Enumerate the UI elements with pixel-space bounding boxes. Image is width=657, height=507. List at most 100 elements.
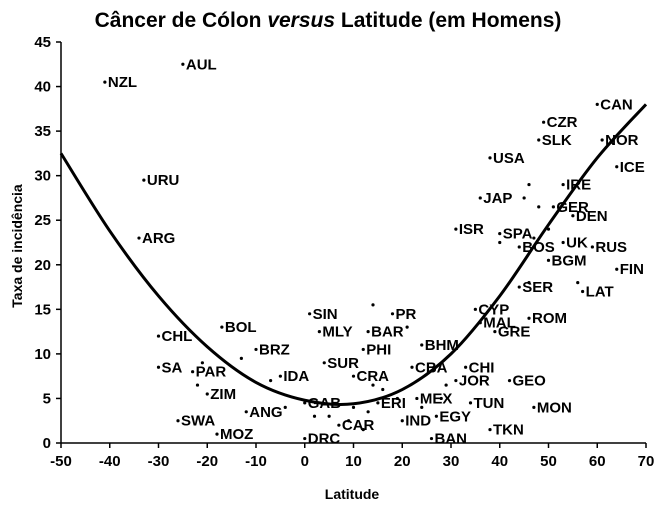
data-point — [488, 428, 492, 432]
data-point — [283, 405, 287, 409]
data-point — [561, 182, 565, 187]
data-point-label: BHM — [425, 337, 459, 354]
data-point-label: NOR — [605, 132, 639, 149]
data-point — [317, 330, 321, 334]
data-point-label: IND — [405, 413, 431, 430]
data-point — [615, 165, 619, 169]
data-point-label: SWA — [181, 413, 215, 430]
data-point-label: ARG — [142, 230, 175, 247]
data-point — [517, 285, 521, 289]
data-point — [156, 334, 161, 338]
data-point-label: BRZ — [259, 341, 290, 358]
data-point — [142, 178, 146, 182]
x-tick-label: 30 — [443, 453, 460, 470]
data-point — [376, 401, 380, 405]
data-point-label: ROM — [532, 310, 567, 327]
data-point-label: RUS — [595, 239, 627, 256]
data-point — [493, 330, 497, 334]
data-point-label: BOL — [225, 319, 257, 336]
data-point-label: JOR — [459, 373, 490, 390]
data-point — [278, 374, 282, 378]
data-point — [361, 428, 365, 432]
data-point — [103, 80, 107, 84]
data-point — [327, 414, 331, 418]
data-point-label: IRE — [566, 177, 591, 194]
data-point-label: BAR — [371, 324, 404, 341]
x-tick-label: -20 — [196, 453, 218, 470]
data-point — [527, 281, 531, 285]
data-point-label: DEN — [576, 208, 608, 225]
data-point-label: MON — [537, 399, 572, 416]
data-point — [590, 245, 594, 249]
x-axis-ticks: -50 -40 -30 -20 -10 0 10 20 30 40 50 60 70 — [50, 443, 654, 470]
y-tick-label: 5 — [43, 390, 51, 407]
data-point — [176, 419, 180, 423]
data-point — [381, 387, 385, 392]
data-point-label: GER — [556, 199, 589, 216]
data-point — [595, 102, 599, 106]
data-point — [195, 383, 200, 387]
data-point — [517, 245, 521, 249]
data-point-label: PHI — [366, 341, 391, 358]
data-point — [351, 405, 356, 409]
data-point-label: BGM — [552, 252, 587, 269]
data-point-label: GAB — [308, 395, 342, 412]
data-point-label: MEX — [420, 390, 453, 407]
data-point-label: IDA — [283, 368, 309, 385]
data-point — [546, 227, 551, 231]
chart-title-part: versus — [267, 9, 335, 32]
data-point-label: ICE — [620, 159, 645, 176]
data-point — [215, 432, 219, 436]
data-point — [507, 379, 512, 383]
x-axis-label: Latitude — [325, 486, 380, 502]
data-point-label: CYP — [478, 301, 509, 318]
data-point-label: JAP — [483, 190, 512, 207]
data-point — [444, 383, 448, 387]
data-point — [191, 370, 195, 374]
y-tick-label: 25 — [34, 212, 51, 229]
data-point-label: ISR — [459, 221, 484, 238]
data-point — [537, 138, 541, 142]
data-point-label: AUL — [186, 56, 217, 73]
y-tick-label: 40 — [34, 79, 51, 96]
y-tick-label: 20 — [34, 257, 51, 274]
x-tick-label: 40 — [491, 453, 508, 470]
data-point-label: DRC — [308, 431, 341, 448]
data-point-label: CBA — [415, 359, 448, 376]
data-point-label: TUN — [474, 395, 505, 412]
y-tick-label: 10 — [34, 346, 51, 363]
data-point — [156, 365, 161, 369]
x-tick-label: -30 — [148, 453, 170, 470]
data-point — [390, 312, 395, 316]
data-point — [420, 343, 424, 347]
data-point-label: BAN — [435, 431, 468, 448]
trend-curve — [59, 103, 648, 406]
data-point — [269, 379, 273, 383]
data-point — [522, 196, 526, 200]
y-tick-label: 0 — [43, 435, 51, 452]
data-point-label: TKN — [493, 422, 524, 439]
y-axis-label: Taxa de incidência — [9, 184, 25, 308]
x-tick-label: -10 — [245, 453, 267, 470]
data-point — [498, 231, 502, 236]
data-point — [464, 365, 468, 369]
data-point — [429, 436, 434, 441]
data-point — [439, 396, 443, 401]
x-tick-label: 20 — [394, 453, 411, 470]
data-point — [551, 205, 555, 209]
chart-title-part: Câncer de Cólon — [95, 9, 268, 32]
data-point-label: SER — [522, 279, 553, 296]
y-tick-label: 30 — [34, 168, 51, 185]
data-point-label: GEO — [513, 373, 547, 390]
data-point — [239, 356, 243, 360]
data-point — [581, 289, 585, 294]
data-point — [600, 138, 604, 142]
data-point — [395, 396, 399, 401]
data-point-label: ERI — [381, 395, 406, 412]
data-point-label: EGY — [439, 408, 471, 425]
data-point — [454, 379, 458, 383]
data-point-label: GRE — [498, 324, 531, 341]
y-tick-label: 35 — [34, 123, 51, 140]
